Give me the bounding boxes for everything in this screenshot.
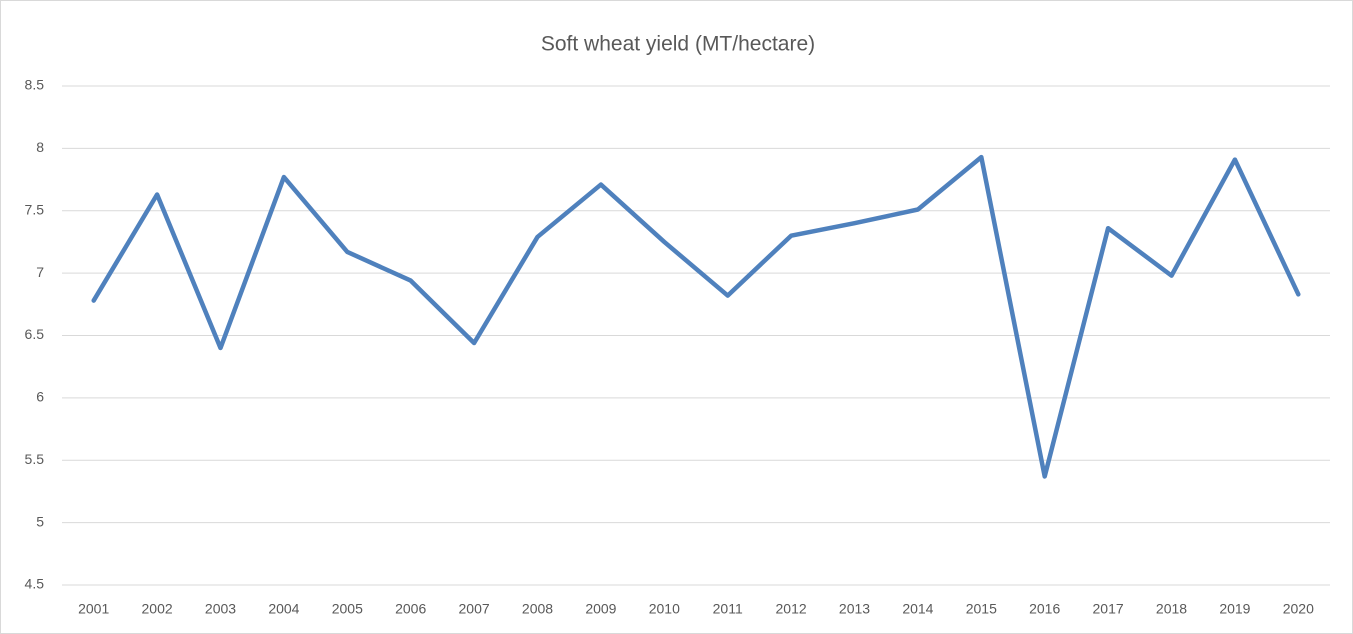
y-tick-label: 6.5 — [25, 326, 45, 342]
y-tick-label: 5 — [36, 513, 44, 529]
x-tick-label: 2015 — [966, 601, 997, 617]
data-line — [91, 154, 1301, 479]
y-tick-label: 6 — [36, 389, 44, 405]
x-tick-label: 2012 — [776, 601, 807, 617]
x-tick-label: 2017 — [1093, 601, 1124, 617]
x-tick-label: 2001 — [78, 601, 109, 617]
x-tick-label: 2006 — [395, 601, 426, 617]
chart-title: Soft wheat yield (MT/hectare) — [541, 33, 815, 56]
y-tick-label: 5.5 — [25, 451, 45, 467]
x-tick-label: 2009 — [585, 601, 616, 617]
y-tick-label: 8 — [36, 139, 44, 155]
x-tick-label: 2007 — [459, 601, 490, 617]
x-tick-label: 2004 — [268, 601, 299, 617]
y-tick-label: 4.5 — [25, 576, 45, 592]
x-tick-label: 2011 — [713, 601, 743, 617]
x-tick-label: 2014 — [902, 601, 933, 617]
x-tick-label: 2019 — [1219, 601, 1250, 617]
x-tick-label: 2003 — [205, 601, 236, 617]
y-tick-label: 8.5 — [25, 77, 45, 93]
x-tick-label: 2008 — [522, 601, 553, 617]
y-tick-label: 7.5 — [25, 201, 45, 217]
x-tick-label: 2020 — [1283, 601, 1314, 617]
x-tick-label: 2018 — [1156, 601, 1187, 617]
x-tick-label: 2002 — [142, 601, 173, 617]
x-tick-label: 2016 — [1029, 601, 1060, 617]
x-tick-label: 2010 — [649, 601, 680, 617]
x-tick-label: 2013 — [839, 601, 870, 617]
y-tick-label: 7 — [36, 264, 44, 280]
x-tick-label: 2005 — [332, 601, 363, 617]
